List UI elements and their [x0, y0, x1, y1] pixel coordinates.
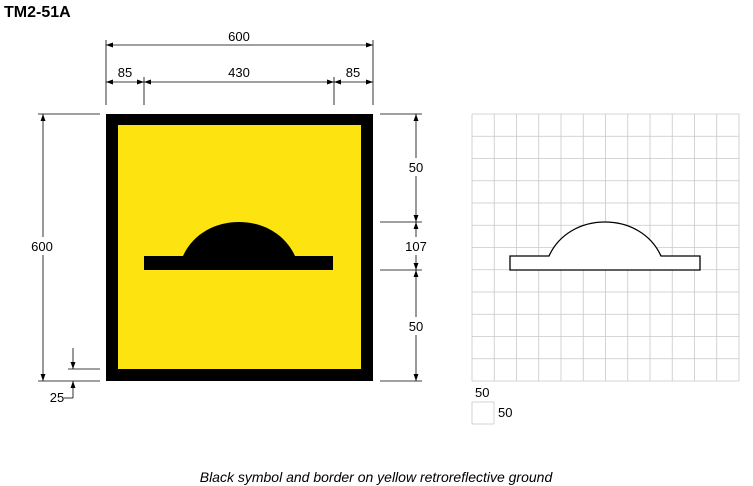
label-mask — [400, 317, 432, 335]
grid-cell-width-label: 50 — [475, 385, 489, 400]
symbol-height-label: 107 — [405, 239, 427, 254]
height-dimensions — [38, 113, 100, 399]
symbol-width-label: 430 — [228, 65, 250, 80]
overall-width-label: 600 — [228, 29, 250, 44]
bottom-gap-label: 50 — [409, 319, 423, 334]
sign-face — [106, 114, 373, 381]
top-gap-label: 50 — [409, 160, 423, 175]
right-inset-label: 85 — [346, 65, 360, 80]
grid-cell-height-label: 50 — [498, 405, 512, 420]
border-thickness-label: 25 — [50, 390, 64, 405]
sign-code-title: TM2-51A — [4, 4, 71, 21]
construction-grid — [471, 113, 740, 382]
overall-height-label: 600 — [31, 239, 53, 254]
width-dimensions — [105, 40, 374, 105]
caption: Black symbol and border on yellow retror… — [200, 469, 554, 485]
label-mask — [400, 158, 432, 176]
label-mask — [25, 237, 59, 255]
grid-cell-sample — [471, 401, 495, 425]
left-inset-label: 85 — [118, 65, 132, 80]
symbol-outline — [509, 221, 701, 271]
speed-hump-symbol — [144, 222, 333, 270]
label-mask — [400, 237, 432, 255]
